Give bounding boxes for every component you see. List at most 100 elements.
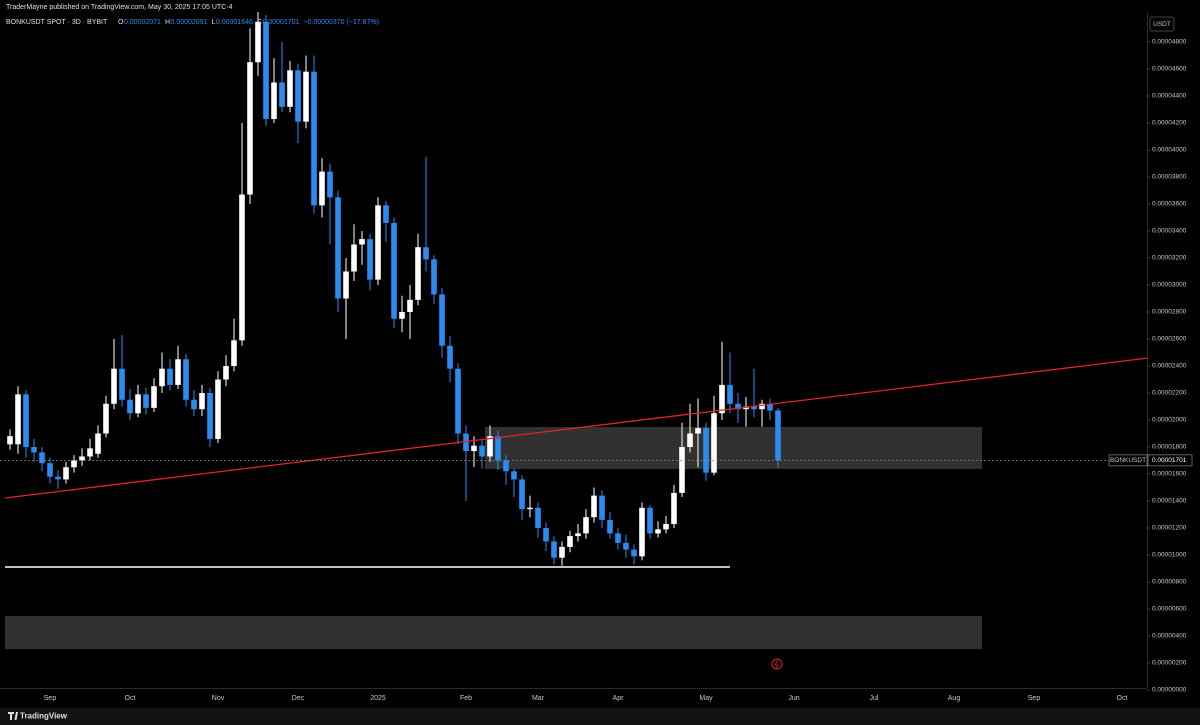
- candle-body: [407, 299, 413, 312]
- candle-body: [543, 528, 549, 542]
- candle-body: [63, 467, 69, 480]
- candle-body: [383, 205, 389, 223]
- y-tick-label: 0.00004600: [1152, 66, 1187, 73]
- y-tick-label: 0.00001200: [1152, 525, 1187, 532]
- candle-body: [655, 529, 661, 534]
- candle-body: [111, 368, 117, 404]
- candles: [7, 12, 781, 566]
- candle-body: [711, 413, 717, 473]
- candle-body: [303, 71, 309, 122]
- candle-body: [639, 507, 645, 557]
- y-tick-label: 0.00004400: [1152, 93, 1187, 100]
- candle-body: [15, 394, 21, 445]
- candle-body: [239, 194, 245, 341]
- event-icon[interactable]: [771, 658, 783, 670]
- candle-body: [703, 428, 709, 473]
- candle-body: [215, 379, 221, 439]
- candle-body: [751, 406, 757, 410]
- currency: USDT: [1153, 21, 1171, 28]
- candle-body: [463, 433, 469, 452]
- legend-symbol: BONKUSDT SPOT · 3D · BYBIT: [6, 19, 108, 26]
- legend-value: 0.00001646: [216, 19, 253, 26]
- candle-body: [471, 445, 477, 452]
- candle-body: [575, 533, 581, 537]
- candle-body: [311, 71, 317, 206]
- legend: O 0.00002071 H 0.00002091 L 0.00001646 C 0.0000…: [118, 19, 379, 26]
- candle-body: [727, 384, 733, 404]
- header: TraderMayne published on TradingView.com…: [6, 4, 233, 11]
- candle-body: [263, 21, 269, 119]
- candle-body: [351, 244, 357, 272]
- y-tick-label: 0.00002000: [1152, 417, 1187, 424]
- y-tick-label: 0.00003200: [1152, 255, 1187, 262]
- candle-body: [759, 403, 765, 410]
- candle-body: [551, 541, 557, 558]
- candle-body: [687, 433, 693, 447]
- x-tick-label: Nov: [212, 695, 225, 702]
- candle-body: [95, 433, 101, 454]
- x-tick-label: Jul: [870, 695, 879, 702]
- candle-body: [175, 359, 181, 385]
- legend-value: 0.00002091: [171, 19, 208, 26]
- drawings: [5, 427, 982, 649]
- candle-body: [599, 495, 605, 520]
- candle-body: [79, 456, 85, 461]
- y-tick-label: 0.00002800: [1152, 309, 1187, 316]
- candle-body: [183, 359, 189, 400]
- candle-body: [167, 368, 173, 385]
- currency-box: [1149, 16, 1175, 32]
- candle-body: [255, 21, 261, 63]
- candle-body: [775, 410, 781, 461]
- candle-body: [695, 428, 701, 434]
- candle-body: [39, 452, 45, 464]
- candle-body: [231, 340, 237, 366]
- candle-body: [287, 70, 293, 107]
- footer: [0, 708, 1200, 725]
- candle-body: [199, 393, 205, 410]
- candle-body: [567, 536, 573, 547]
- y-tick-label: 0.00001000: [1152, 552, 1187, 559]
- candle-body: [87, 448, 93, 457]
- candle-body: [487, 436, 493, 457]
- price-axis: 0.00000000 0.00000200 0.00000400 0.00000600…: [1147, 39, 1187, 694]
- candle-body: [327, 171, 333, 198]
- candle-body: [71, 460, 77, 468]
- candle-body: [223, 366, 229, 380]
- zone: [5, 616, 982, 649]
- candle-body: [279, 82, 285, 107]
- legend-key: C: [257, 19, 262, 26]
- x-tick-label: Dec: [292, 695, 305, 702]
- y-tick-label: 0.00000200: [1152, 660, 1187, 667]
- x-tick-label: Jun: [788, 695, 799, 702]
- x-tick-label: Sep: [44, 695, 57, 702]
- candle-body: [439, 294, 445, 346]
- candle-body: [735, 403, 741, 410]
- x-tick-label: Oct: [1117, 695, 1128, 702]
- legend-key: H: [165, 19, 170, 26]
- candle-body: [615, 533, 621, 543]
- x-tick-label: Aug: [948, 695, 961, 702]
- legend-value: 0.00001701: [262, 19, 299, 26]
- candle-body: [591, 495, 597, 518]
- y-tick-label: 0.00000000: [1152, 687, 1187, 694]
- y-tick-label: 0.00000400: [1152, 633, 1187, 640]
- y-tick-label: 0.00004200: [1152, 120, 1187, 127]
- candle-body: [207, 393, 213, 439]
- candle-body: [103, 403, 109, 434]
- candle-body: [647, 507, 653, 534]
- candle-body: [631, 549, 637, 557]
- candle-body: [119, 368, 125, 400]
- candle-body: [143, 394, 149, 408]
- y-tick-label: 0.00000800: [1152, 579, 1187, 586]
- candle-body: [767, 403, 773, 411]
- candle-body: [367, 239, 373, 280]
- candle-body: [23, 394, 29, 447]
- candle-body: [151, 386, 157, 408]
- candle-body: [295, 70, 301, 122]
- legend-key: O: [118, 19, 124, 26]
- y-tick-label: 0.00003000: [1152, 282, 1187, 289]
- candle-body: [159, 368, 165, 387]
- legend-change: −0.00000370 (−17.87%): [303, 19, 379, 26]
- y-tick-label: 0.00003400: [1152, 228, 1187, 235]
- last-price: BONKUSDT 0.00001701: [1108, 454, 1193, 467]
